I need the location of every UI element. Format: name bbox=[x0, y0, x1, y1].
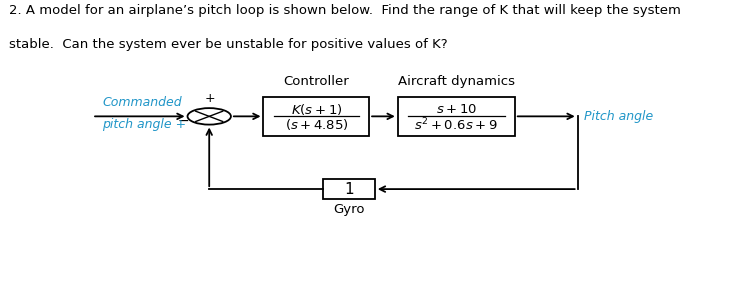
Text: Aircraft dynamics: Aircraft dynamics bbox=[398, 75, 514, 88]
Text: $s^2+0.6s+9$: $s^2+0.6s+9$ bbox=[414, 116, 498, 133]
Text: 1: 1 bbox=[344, 182, 354, 197]
Text: Commanded: Commanded bbox=[102, 96, 182, 109]
Bar bbox=[264, 97, 369, 136]
Text: Gyro: Gyro bbox=[333, 203, 365, 216]
Text: $s+10$: $s+10$ bbox=[436, 103, 477, 116]
Text: Controller: Controller bbox=[284, 75, 349, 88]
Text: pitch angle +: pitch angle + bbox=[102, 118, 186, 131]
Text: 2. A model for an airplane’s pitch loop is shown below.  Find the range of K tha: 2. A model for an airplane’s pitch loop … bbox=[9, 4, 681, 17]
Text: $(s+4.85)$: $(s+4.85)$ bbox=[284, 117, 348, 132]
Text: Pitch angle: Pitch angle bbox=[584, 110, 654, 123]
Bar bbox=[398, 97, 514, 136]
Text: stable.  Can the system ever be unstable for positive values of K?: stable. Can the system ever be unstable … bbox=[9, 38, 447, 51]
Text: +: + bbox=[205, 92, 216, 105]
Text: −: − bbox=[177, 114, 189, 128]
Text: $K(s+1)$: $K(s+1)$ bbox=[290, 102, 342, 117]
Bar bbox=[324, 179, 375, 199]
